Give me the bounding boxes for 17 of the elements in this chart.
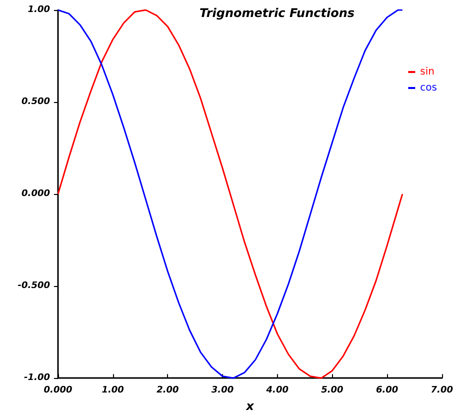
y-tick-label: -1.00 (24, 373, 50, 384)
x-tick-label: 6.00 (376, 386, 398, 396)
x-tick-label: 2.00 (156, 386, 179, 396)
x-axis-title: x (245, 399, 256, 413)
x-tick-label: 1.00 (102, 386, 124, 396)
legend-label: cos (420, 82, 437, 94)
x-tick-label: 4.00 (265, 386, 288, 396)
x-tick-label: 7.00 (430, 386, 454, 396)
y-tick-label: 1.00 (28, 5, 50, 15)
y-tick-label: 0.000 (22, 189, 50, 200)
legend-label: sin (420, 66, 434, 78)
chart-title: Trignometric Functions (199, 6, 355, 20)
x-tick-label: 5.00 (321, 386, 344, 396)
y-tick-label: 0.500 (22, 97, 50, 108)
y-tick-label: -0.500 (18, 281, 50, 292)
x-tick-label: 3.00 (211, 386, 234, 396)
x-tick-label: 0.000 (44, 386, 72, 396)
